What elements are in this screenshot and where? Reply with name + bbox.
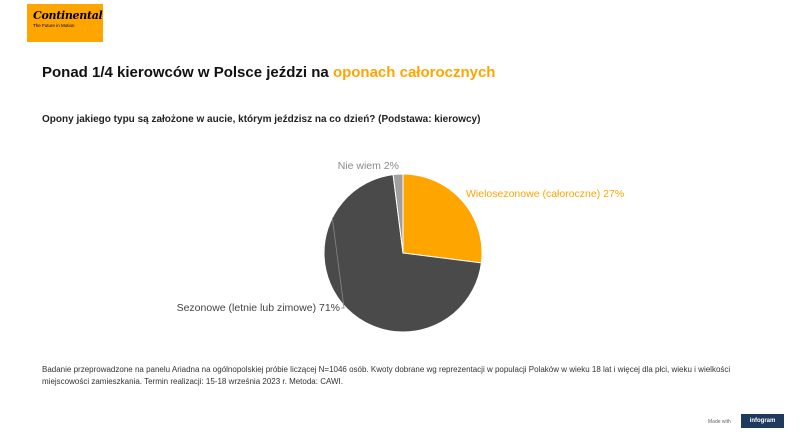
infogram-badge[interactable]: infogram xyxy=(741,414,784,428)
slice-label-2: Sezonowe (letnie lub zimowe) 71% xyxy=(177,302,340,314)
pie-slice-2[interactable] xyxy=(323,174,482,333)
chart-title-main: Ponad 1/4 kierowców w Polsce jeździ na xyxy=(42,64,333,81)
made-with-text: Made with xyxy=(708,419,731,425)
slice-label-1: Wielosezonowe (całoroczne) 27% xyxy=(466,188,624,200)
logo-wordmark: Continental xyxy=(33,9,103,22)
chart-title-accent: oponach całorocznych xyxy=(332,64,496,81)
logo-tagline: The Future in Motion xyxy=(33,23,75,28)
slice-label-3: Nie wiem 2% xyxy=(338,160,399,172)
continental-logo: Continental The Future in Motion xyxy=(27,4,103,42)
chart-title: Ponad 1/4 kierowców w Polsce jeździ na o… xyxy=(42,64,495,81)
methodology-note: Badanie przeprowadzone na panelu Ariadna… xyxy=(42,365,731,386)
label-leader-line xyxy=(331,217,345,309)
pie-slice-1[interactable] xyxy=(402,173,483,264)
chart-subtitle: Opony jakiego typu są założone w aucie, … xyxy=(42,114,481,125)
pie-slice-3[interactable] xyxy=(392,173,404,254)
